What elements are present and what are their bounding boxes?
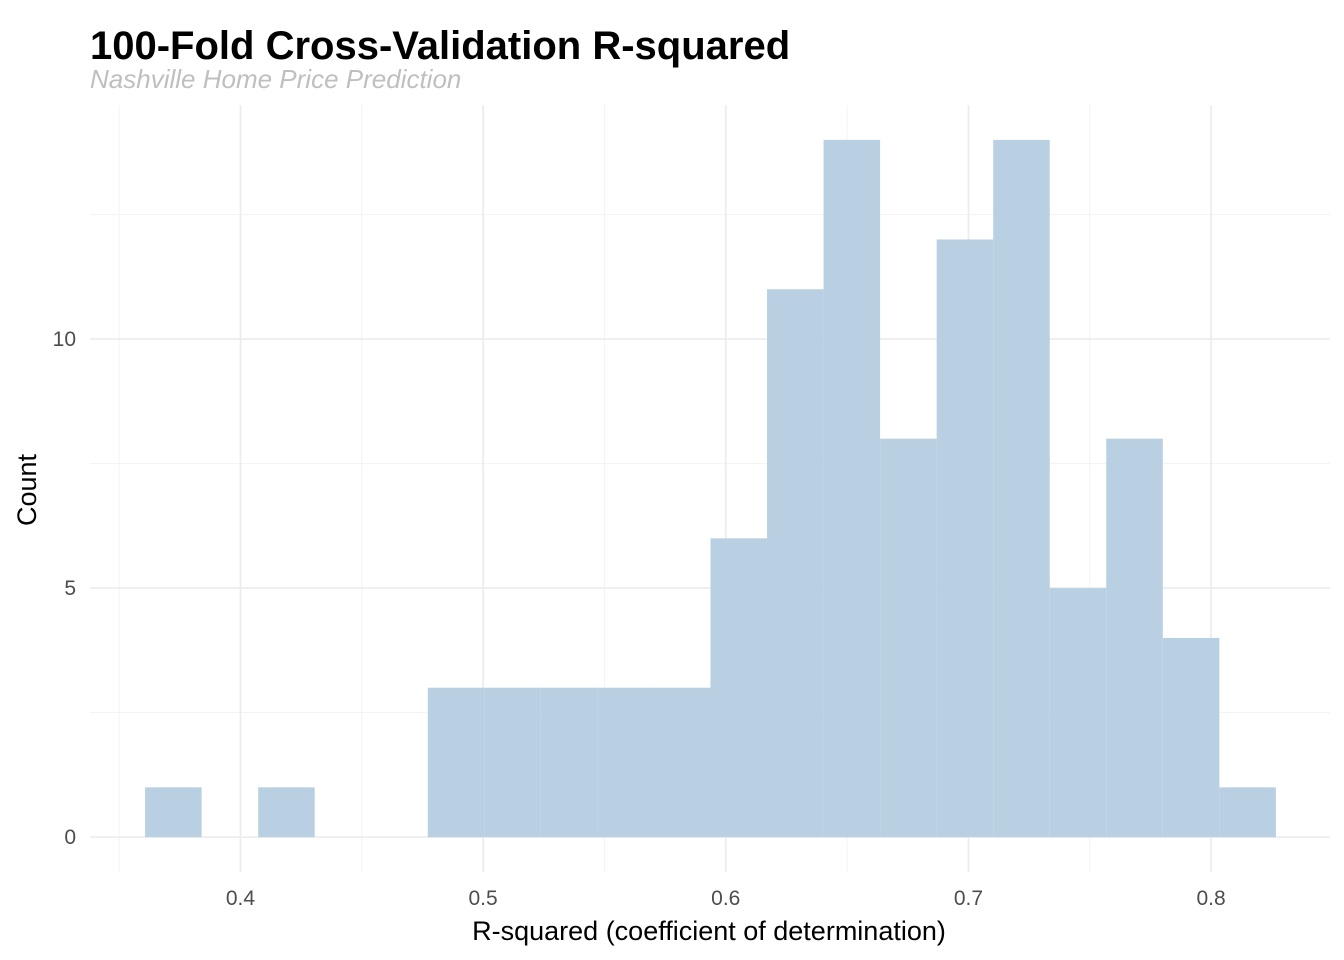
histogram-bar [145,787,202,838]
histogram-bar [993,139,1050,838]
histogram-bar [880,438,937,838]
x-tick-label: 0.5 [469,887,498,910]
histogram-bars [145,139,1276,838]
histogram-bar [710,538,768,838]
histogram-bar [1219,787,1276,838]
histogram-bar [1049,588,1107,838]
y-tick-label: 0 [64,826,76,849]
histogram-bar [1162,637,1220,838]
x-tick-label: 0.7 [954,887,983,910]
histogram-bar [1106,438,1163,838]
y-tick-label: 5 [64,577,76,600]
x-axis-ticks: 0.4 0.5 0.6 0.7 0.8 [226,887,1226,910]
y-tick-label: 10 [53,328,76,351]
histogram-bar [427,687,485,838]
chart-title: 100-Fold Cross-Validation R-squared [90,24,790,68]
y-axis-title: Count [12,453,42,526]
x-tick-label: 0.6 [711,887,740,910]
histogram-bar [540,687,598,838]
x-tick-label: 0.4 [226,887,256,910]
histogram-bar [936,239,994,838]
x-axis-title: R-squared (coefficient of determination) [472,916,946,946]
histogram-bar [484,687,541,838]
x-tick-label: 0.8 [1196,887,1225,910]
histogram-bar [258,787,315,838]
histogram-bar [823,139,881,838]
histogram-bar [653,687,711,838]
chart-subtitle: Nashville Home Price Prediction [90,64,461,94]
histogram-bar [767,289,824,838]
y-axis-ticks: 0 5 10 [53,328,76,849]
histogram-bar [597,687,654,838]
